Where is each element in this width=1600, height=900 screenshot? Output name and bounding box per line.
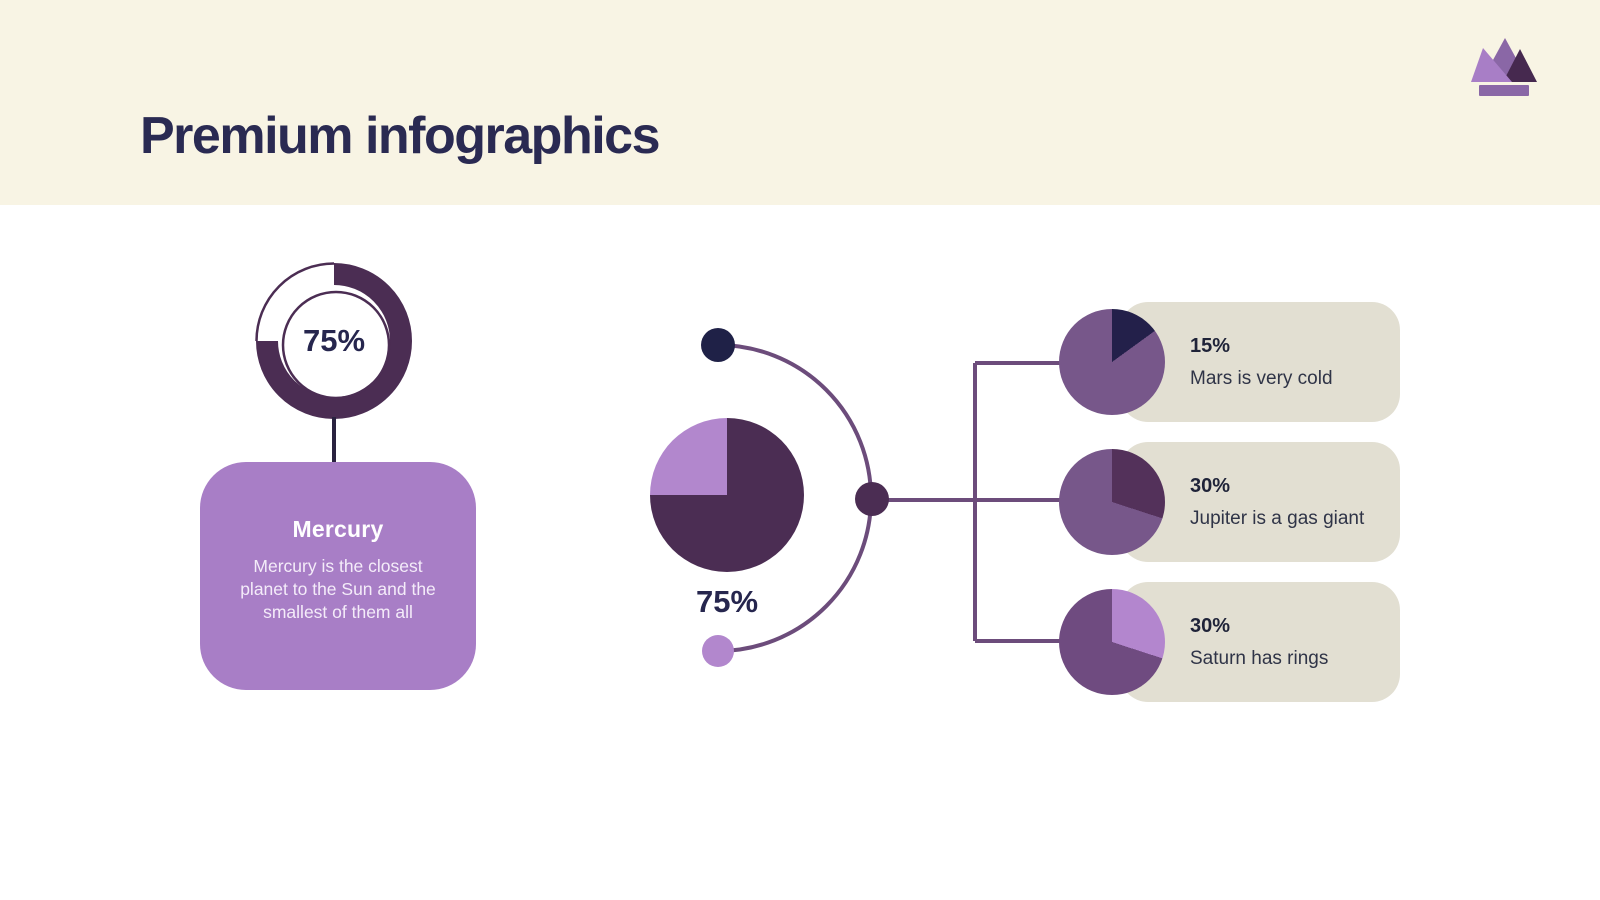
page-title: Premium infographics [140,107,661,165]
planet-percent-label: 30% [1190,474,1231,497]
crown-logo-icon [1471,36,1537,101]
overview-pie-chart [650,418,804,572]
donut-value-label: 75% [302,323,366,358]
planet-info-card: 30% Saturn has rings [1120,582,1400,702]
planet-info-card: 30% Jupiter is a gas giant [1120,442,1400,562]
arc-dot-top [701,328,735,362]
planet-pie-chart [1059,589,1165,695]
donut-empty-arc [255,262,335,342]
planet-info-card: 15% Mars is very cold [1120,302,1400,422]
planet-description: Jupiter is a gas giant [1190,507,1365,529]
arc-dot-middle [855,482,889,516]
mercury-donut-chart [246,253,422,429]
mercury-card-title: Mercury [292,516,384,542]
mercury-card: Mercury Mercury is the closest planet to… [200,462,476,690]
planet-pie-chart [1059,309,1165,415]
mercury-card-body: Mercury is the closest planet to the Sun… [240,556,436,623]
planet-row-saturn: 30% Saturn has rings [1059,582,1400,702]
planet-description: Mars is very cold [1190,367,1333,389]
planet-percent-label: 30% [1190,614,1231,637]
overview-pie-value-label: 75% [695,584,759,619]
planet-pie-chart [1059,449,1165,555]
planet-description: Saturn has rings [1190,647,1329,669]
donut-filled-arc [256,263,412,419]
planet-row-jupiter: 30% Jupiter is a gas giant [1059,442,1400,562]
arc-dot-bottom [702,635,734,667]
planet-percent-label: 15% [1190,334,1231,357]
donut-card-connector [332,417,336,464]
planet-row-mars: 15% Mars is very cold [1059,302,1400,422]
donut-inner-ring [281,290,391,400]
header-band [0,0,1600,205]
